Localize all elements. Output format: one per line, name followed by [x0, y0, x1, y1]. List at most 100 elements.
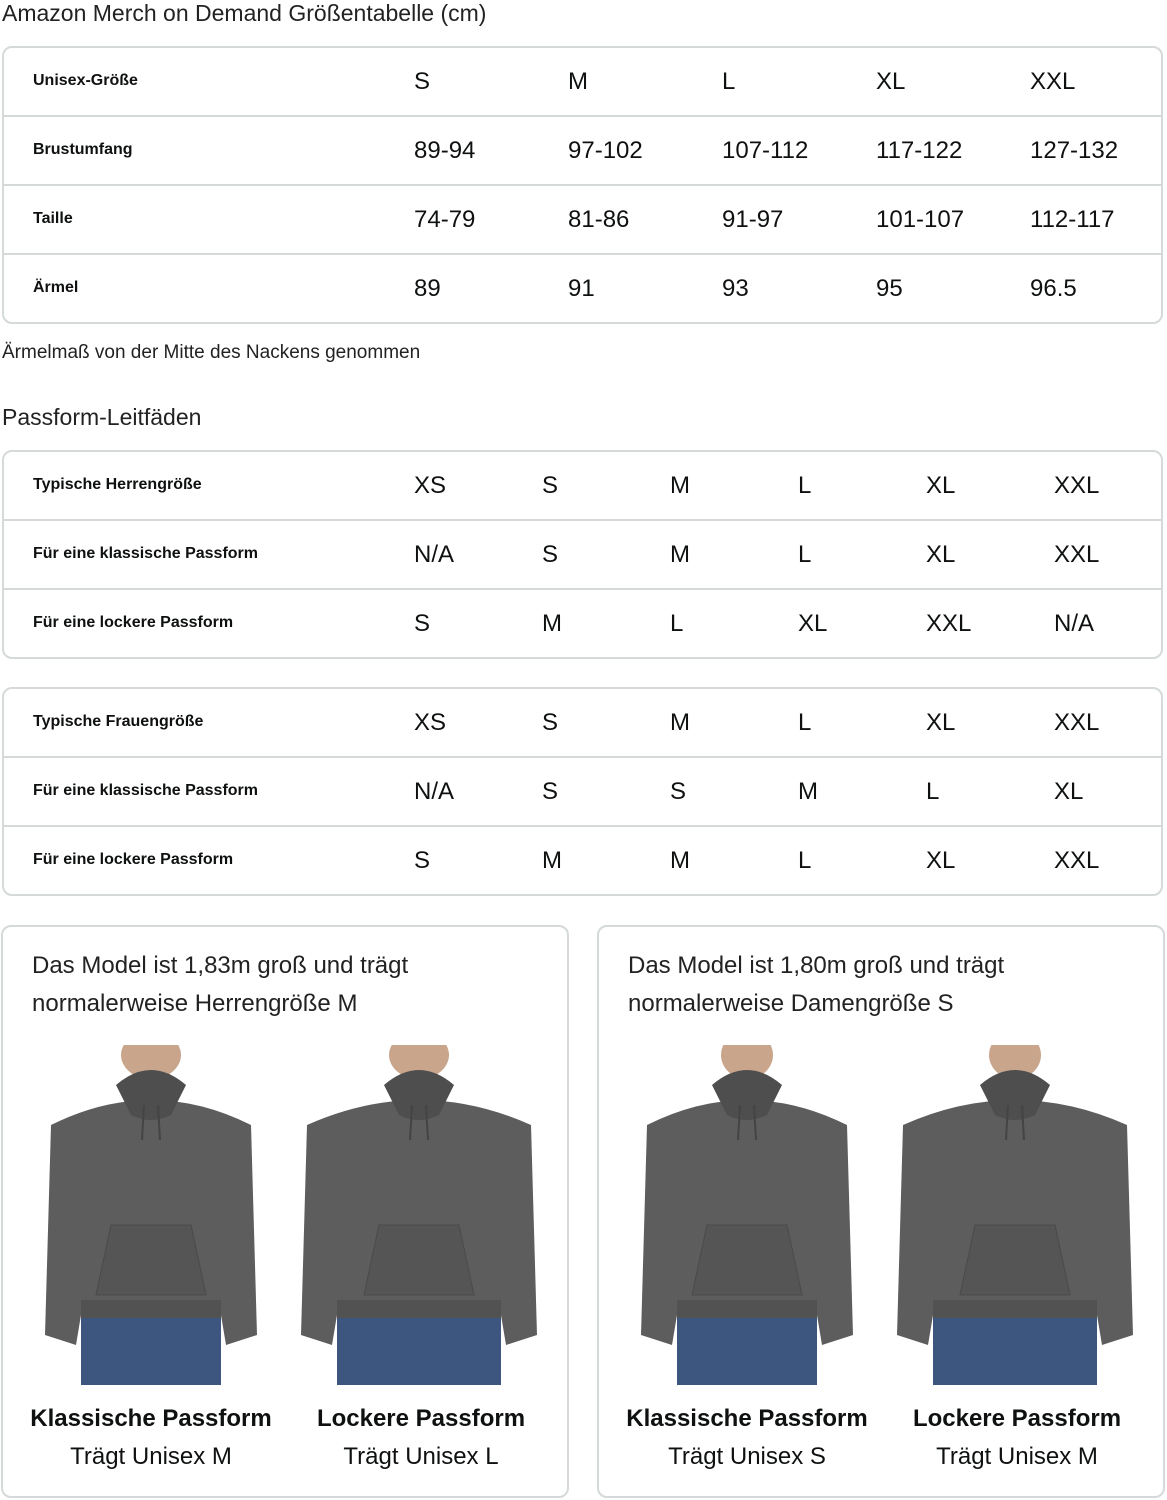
table-cell: 81-86 — [568, 206, 630, 233]
table-cell: S — [670, 778, 687, 805]
size-label: Trägt Unisex M — [936, 1443, 1098, 1470]
table-row: Für eine lockere Passform S M M L XL XXL — [4, 825, 1161, 894]
row-label: Brustumfang — [33, 141, 133, 158]
model-caption: Das Model ist 1,80m groß und trägt normal… — [628, 947, 1148, 1023]
row-label: Für eine klassische Passform — [33, 545, 258, 562]
men-model-card: Das Model ist 1,83m groß und trägt normal… — [1, 925, 569, 1498]
table-cell: 91 — [568, 275, 595, 302]
table-cell: M — [798, 778, 818, 805]
table-row: Für eine lockere Passform S M L XL XXL N/A — [4, 588, 1161, 657]
fit-label: Klassische Passform — [30, 1405, 272, 1432]
men-fit-table: Typische Herrengröße XS S M L XL XXL Für eine k… — [2, 450, 1163, 659]
table-cell: 95 — [876, 275, 903, 302]
page-title: Amazon Merch on Demand Größentabelle (cm… — [2, 0, 487, 26]
table-row: Typische Frauengröße XS S M L XL XXL — [4, 689, 1161, 756]
table-cell: L — [798, 472, 812, 499]
row-label: Typische Frauengröße — [33, 713, 204, 730]
table-row: Ärmel 89 91 93 95 96.5 — [4, 253, 1161, 322]
table-cell: 89-94 — [414, 137, 476, 164]
table-cell: M — [542, 610, 562, 637]
row-label: Ärmel — [33, 279, 79, 296]
table-cell: 91-97 — [722, 206, 784, 233]
table-cell: M — [670, 541, 690, 568]
fit-label: Klassische Passform — [626, 1405, 868, 1432]
caption-line: normalerweise Damengröße S — [628, 990, 954, 1017]
table-cell: XL — [876, 68, 906, 95]
size-label: Trägt Unisex S — [668, 1443, 826, 1470]
model-caption: Das Model ist 1,83m groß und trägt normal… — [32, 947, 552, 1023]
table-cell: XL — [926, 847, 956, 874]
table-cell: S — [414, 847, 431, 874]
sleeve-note: Ärmelmaß von der Mitte des Nackens genom… — [2, 342, 421, 363]
row-label: Für eine klassische Passform — [33, 782, 258, 799]
table-cell: S — [542, 472, 559, 499]
table-row: Unisex-Größe S M L XL XXL — [4, 48, 1161, 115]
table-cell: N/A — [1054, 610, 1095, 637]
table-cell: 89 — [414, 275, 441, 302]
table-row: Für eine klassische Passform N/A S M L XL XXL — [4, 519, 1161, 588]
size-label: Trägt Unisex L — [343, 1443, 499, 1470]
table-cell: L — [798, 847, 812, 874]
table-cell: M — [670, 709, 690, 736]
fit-label: Lockere Passform — [912, 1405, 1122, 1432]
table-cell: XL — [926, 541, 956, 568]
women-model-card: Das Model ist 1,80m groß und trägt normal… — [597, 925, 1165, 1498]
table-row: Für eine klassische Passform N/A S S M L XL — [4, 756, 1161, 825]
row-label: Für eine lockere Passform — [33, 851, 234, 868]
table-cell: XXL — [1054, 847, 1100, 874]
table-cell: XL — [798, 610, 828, 637]
table-cell: M — [670, 847, 690, 874]
table-row: Taille 74-79 81-86 91-97 101-107 112-117 — [4, 184, 1161, 253]
table-cell: L — [722, 68, 736, 95]
model-photo — [299, 1031, 539, 1385]
unisex-size-table: Unisex-Größe S M L XL XXL Brustumfang 89-94 97-1… — [2, 46, 1163, 324]
table-cell: 117-122 — [876, 137, 963, 164]
table-cell: 93 — [722, 275, 749, 302]
row-label: Unisex-Größe — [33, 72, 138, 89]
table-cell: 96.5 — [1030, 275, 1077, 302]
table-cell: 107-112 — [722, 137, 809, 164]
women-fit-table: Typische Frauengröße XS S M L XL XXL Für eine k… — [2, 687, 1163, 896]
fit-guides-title: Passform-Leitfäden — [2, 404, 202, 430]
table-cell: L — [798, 709, 812, 736]
table-row: Typische Herrengröße XS S M L XL XXL — [4, 452, 1161, 519]
size-label: Trägt Unisex M — [70, 1443, 232, 1470]
table-cell: XS — [414, 472, 447, 499]
table-cell: M — [542, 847, 562, 874]
table-cell: L — [798, 541, 812, 568]
table-row: Brustumfang 89-94 97-102 107-112 117-122 127-… — [4, 115, 1161, 184]
table-cell: N/A — [414, 778, 455, 805]
table-cell: S — [542, 541, 559, 568]
caption-line: Das Model ist 1,80m groß und trägt — [628, 952, 1005, 979]
table-cell: M — [670, 472, 690, 499]
row-label: Taille — [33, 210, 73, 227]
table-cell: XL — [1054, 778, 1084, 805]
table-cell: S — [414, 610, 431, 637]
table-cell: 127-132 — [1030, 137, 1119, 164]
caption-line: normalerweise Herrengröße M — [32, 990, 358, 1017]
table-cell: XL — [926, 709, 956, 736]
model-photo — [627, 1031, 867, 1385]
table-cell: S — [414, 68, 431, 95]
model-photo — [31, 1031, 271, 1385]
table-cell: S — [542, 778, 559, 805]
table-cell: XXL — [1054, 472, 1100, 499]
table-cell: M — [568, 68, 588, 95]
row-label: Typische Herrengröße — [33, 476, 202, 493]
table-cell: 101-107 — [876, 206, 965, 233]
table-cell: L — [926, 778, 940, 805]
table-cell: 74-79 — [414, 206, 476, 233]
table-cell: 112-117 — [1030, 206, 1115, 233]
table-cell: XXL — [1030, 68, 1076, 95]
table-cell: L — [670, 610, 684, 637]
table-cell: XXL — [926, 610, 972, 637]
table-cell: N/A — [414, 541, 455, 568]
row-label: Für eine lockere Passform — [33, 614, 234, 631]
fit-label: Lockere Passform — [316, 1405, 526, 1432]
table-cell: XXL — [1054, 709, 1100, 736]
model-photo — [895, 1031, 1135, 1385]
table-cell: 97-102 — [568, 137, 643, 164]
table-cell: XXL — [1054, 541, 1100, 568]
caption-line: Das Model ist 1,83m groß und trägt — [32, 952, 409, 979]
table-cell: XS — [414, 709, 447, 736]
